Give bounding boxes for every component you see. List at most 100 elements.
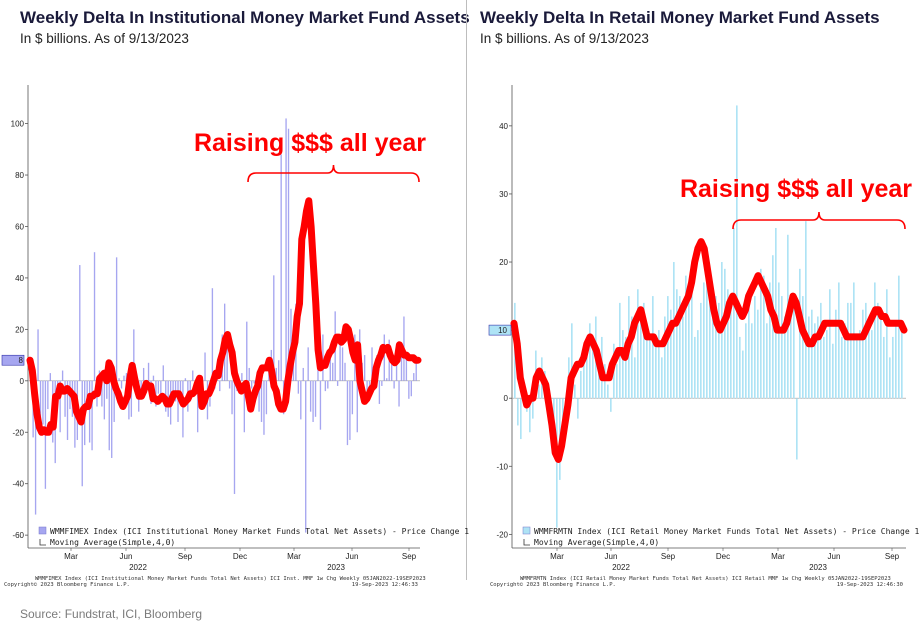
- left-bar: [172, 380, 174, 392]
- left-bar: [327, 380, 329, 389]
- right-bar: [694, 336, 696, 399]
- left-bar: [258, 380, 260, 412]
- left-bar: [91, 380, 93, 451]
- right-bar: [751, 323, 753, 399]
- left-bar: [243, 380, 245, 433]
- left-bar: [42, 380, 44, 425]
- left-bar: [196, 380, 199, 433]
- left-bar: [307, 347, 309, 381]
- right-bar: [781, 296, 783, 399]
- left-bar: [37, 329, 39, 381]
- left-bar: [314, 380, 317, 417]
- right-bar: [682, 316, 684, 399]
- right-footer-description: WMMFRMTN Index (ICI Retail Money Market …: [520, 576, 891, 582]
- left-bar: [302, 367, 304, 381]
- right-bar: [805, 221, 807, 399]
- right-month-label: Jun: [828, 552, 841, 561]
- right-bar: [583, 357, 585, 399]
- right-y-tick-label: -20: [496, 530, 508, 539]
- left-bar: [228, 380, 231, 389]
- left-bar: [346, 380, 349, 446]
- right-month-label: Dec: [716, 552, 730, 561]
- left-bar: [366, 380, 368, 392]
- left-month-label: Jun: [346, 552, 359, 561]
- right-bar: [748, 296, 750, 399]
- right-bar: [811, 309, 813, 399]
- left-year-label: 2022: [129, 563, 147, 572]
- left-bar: [231, 380, 233, 415]
- left-bar: [371, 347, 373, 381]
- left-y-tick-label: 20: [15, 325, 24, 334]
- right-bar: [646, 323, 648, 399]
- left-bar: [378, 380, 381, 404]
- left-bar: [332, 362, 334, 381]
- left-bar: [363, 355, 366, 381]
- right-month-label: Sep: [885, 552, 900, 561]
- left-bar: [341, 347, 344, 381]
- right-bar: [889, 357, 891, 399]
- left-moving-average-line: [26, 197, 422, 436]
- right-bar: [643, 302, 645, 399]
- right-bar: [874, 282, 876, 399]
- right-bar: [757, 309, 759, 399]
- right-bar: [799, 268, 801, 399]
- right-bar: [760, 268, 762, 399]
- right-bar: [895, 323, 897, 399]
- right-bar: [631, 316, 633, 399]
- left-y-tick-label: -60: [12, 531, 24, 540]
- right-bar: [520, 398, 522, 440]
- right-bar: [814, 323, 816, 399]
- right-bar: [883, 336, 885, 399]
- right-y-tick-label: -10: [496, 462, 508, 471]
- left-bar: [297, 380, 300, 394]
- left-bar: [287, 128, 290, 381]
- right-bar: [625, 336, 627, 399]
- left-bar: [336, 380, 339, 386]
- left-bar: [93, 252, 96, 381]
- left-bar: [66, 380, 69, 440]
- left-bar: [317, 360, 319, 381]
- right-y-tick-label: 0: [504, 394, 509, 403]
- left-month-label: Sep: [402, 552, 417, 561]
- right-bar: [709, 275, 711, 399]
- left-bar: [106, 380, 108, 399]
- right-annotation-bracket: [732, 211, 906, 230]
- right-bar: [673, 262, 675, 399]
- left-bar: [155, 380, 157, 407]
- right-year-label: 2023: [809, 563, 827, 572]
- right-bar: [652, 296, 654, 399]
- right-bar: [745, 323, 747, 399]
- right-bar: [532, 398, 534, 419]
- right-bar: [697, 330, 699, 399]
- right-month-label: Mar: [771, 552, 785, 561]
- right-bar: [796, 398, 798, 460]
- left-bar: [253, 380, 255, 384]
- right-bar: [724, 268, 726, 399]
- left-bar: [312, 380, 314, 422]
- right-bar: [886, 289, 888, 399]
- left-bar: [160, 380, 162, 402]
- right-bar: [661, 357, 663, 399]
- right-bar: [880, 316, 882, 399]
- right-bar: [574, 384, 576, 399]
- right-bar: [679, 296, 681, 399]
- left-last-value-text: 8: [19, 356, 24, 365]
- right-bar: [802, 296, 804, 399]
- left-annotation-bracket: [247, 164, 420, 183]
- right-bar: [655, 343, 657, 399]
- right-bar: [556, 398, 558, 528]
- left-bar: [390, 362, 393, 381]
- right-bar: [868, 323, 870, 399]
- right-legend-bar-swatch: [522, 526, 531, 535]
- left-bar: [309, 380, 312, 412]
- right-bar: [538, 384, 540, 399]
- right-legend-line-swatch: [523, 539, 530, 546]
- left-bar: [322, 334, 324, 381]
- right-footer-timestamp: 19-Sep-2023 12:46:30: [837, 582, 903, 588]
- left-bar: [61, 370, 64, 381]
- right-bar: [859, 330, 861, 399]
- right-bar: [706, 248, 708, 399]
- right-annotation-text: Raising $$$ all year: [680, 175, 912, 203]
- right-bar: [820, 302, 822, 399]
- left-y-tick-label: 40: [15, 274, 24, 283]
